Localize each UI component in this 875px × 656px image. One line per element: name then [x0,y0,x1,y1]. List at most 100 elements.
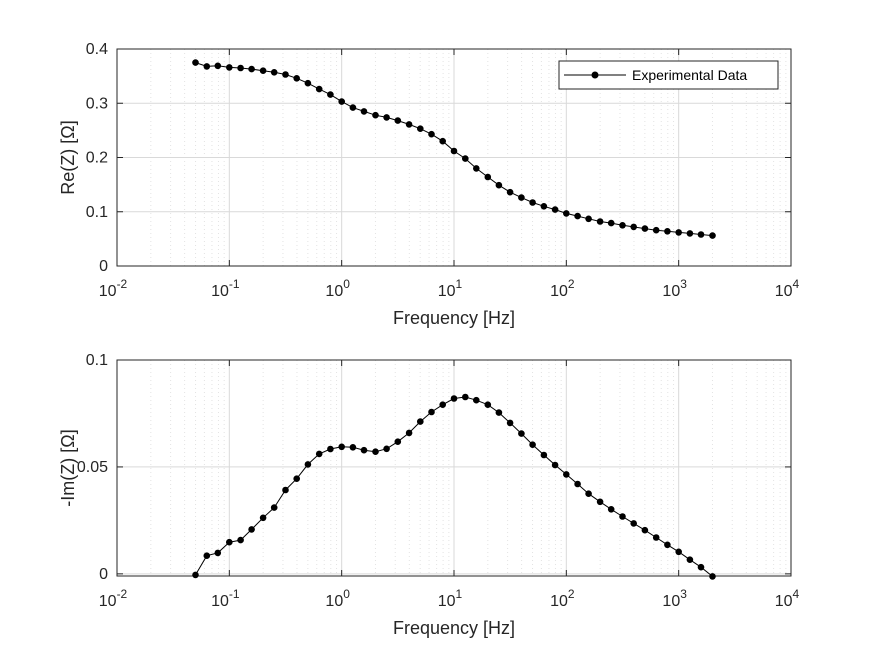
re-z-data-point [686,230,694,237]
im-z-x-axis-label: Frequency [Hz] [393,618,515,638]
im-z-data-point [495,409,503,416]
re-z-data-point [270,69,278,76]
im-z-data-point [214,549,222,557]
re-z-data-point [405,121,413,128]
re-z-data-point [585,215,592,223]
im-z-y-tick-label: 0 [99,566,108,583]
im-z-x-tick-label: 10-1 [211,587,240,610]
re-z-data-point [540,203,548,210]
im-z-data-point [405,429,413,437]
im-z-ticks: 10-2 10-1 100 101 102 103 104 0 0.05 0.1 [77,352,800,610]
re-z-x-tick-label: 102 [550,277,575,300]
re-z-x-axis-label: Frequency [Hz] [393,308,515,328]
im-z-data-point [675,548,682,556]
im-z-data-point [551,461,559,469]
re-z-data-point [349,104,357,111]
im-z-data-point [270,504,278,511]
im-z-data-point [484,401,492,409]
im-z-data-point [473,396,480,404]
re-z-data-point [495,181,503,189]
re-z-y-axis-label: Re(Z) [Ω] [58,120,78,194]
im-z-x-tick-label: 103 [662,587,687,610]
re-z-data-point [394,117,402,124]
re-z-data-point [529,199,536,206]
re-z-data-point [372,111,379,119]
im-z-data-point [327,445,334,453]
im-z-data-point [709,573,716,580]
legend-label: Experimental Data [632,67,747,83]
legend-marker [591,71,599,79]
im-z-data-point [506,419,514,427]
im-z-data-point [585,490,592,498]
im-z-data-point [641,526,649,534]
re-z-x-tick-label: 10-1 [211,277,240,300]
im-z-x-tick-label: 100 [325,587,350,610]
re-z-x-tick-label: 101 [438,277,463,300]
re-z-x-tick-label: 10-2 [99,277,128,300]
re-z-data-point [630,223,637,231]
re-z-data-point [360,108,368,115]
im-z-data-point [652,534,660,541]
re-z-data-point [473,165,480,172]
re-z-data-point [293,75,301,82]
im-z-x-tick-label: 10-2 [99,587,128,610]
im-z-data-point [540,451,548,459]
re-z-data-point [619,222,626,229]
im-z-data-point [372,448,379,456]
im-z-data-point [686,556,694,563]
im-z-data-point [304,461,312,468]
im-z-data-point [203,552,211,559]
re-z-data-point [226,64,233,71]
im-z-x-tick-label: 101 [438,587,463,610]
im-z-data-point [338,443,346,451]
re-z-ticks: 10-2 10-1 100 101 102 103 104 0 0.1 0.2 0.3 0.4 [86,41,800,300]
re-z-data-point [327,91,334,98]
re-z-data-point [652,226,660,234]
im-z-data-point [192,571,199,579]
im-z-plot: 10-2 10-1 100 101 102 103 104 0 0.05 0.1 Frequenc… [58,352,800,638]
re-z-data-point [518,194,525,201]
re-z-data-point [462,155,469,162]
im-z-data-point [697,563,705,571]
im-z-data-point [462,393,469,401]
re-z-series [192,59,716,239]
im-z-data-point [237,536,244,544]
im-z-data-point [360,446,368,454]
im-z-data-point [394,438,402,446]
im-z-data-point [607,506,615,513]
re-z-data-point [439,137,447,145]
re-z-y-tick-label: 0.2 [86,150,108,167]
re-z-data-point [428,130,435,138]
re-z-data-point [214,62,222,70]
re-z-data-point [192,59,199,66]
re-z-y-tick-label: 0.4 [86,41,108,58]
im-z-data-point [293,475,301,483]
im-z-data-point [630,520,637,527]
im-z-data-point [417,418,424,425]
re-z-data-point [563,210,570,217]
im-z-x-tick-label: 104 [775,587,800,610]
re-z-data-point [304,79,312,87]
im-z-x-tick-label: 102 [550,587,575,610]
im-z-data-point [664,541,671,549]
im-z-data-point [349,444,357,451]
re-z-data-point [203,63,211,70]
re-z-data-point [697,231,705,238]
re-z-y-tick-label: 0.3 [86,95,108,112]
re-z-data-point [641,225,649,232]
re-z-data-point [338,98,346,105]
re-z-data-point [596,218,604,225]
re-z-data-point [551,206,559,213]
im-z-data-point [518,430,525,437]
im-z-y-tick-label: 0.1 [86,352,108,369]
im-z-data-point [563,471,570,478]
im-z-series [192,393,716,580]
im-z-data-point [574,480,581,488]
re-z-data-point [607,219,615,227]
im-z-data-point [596,498,604,506]
re-z-data-point [248,65,255,73]
im-z-data-point [226,538,233,546]
im-z-data-point [259,514,267,522]
im-z-data-point [619,513,626,520]
